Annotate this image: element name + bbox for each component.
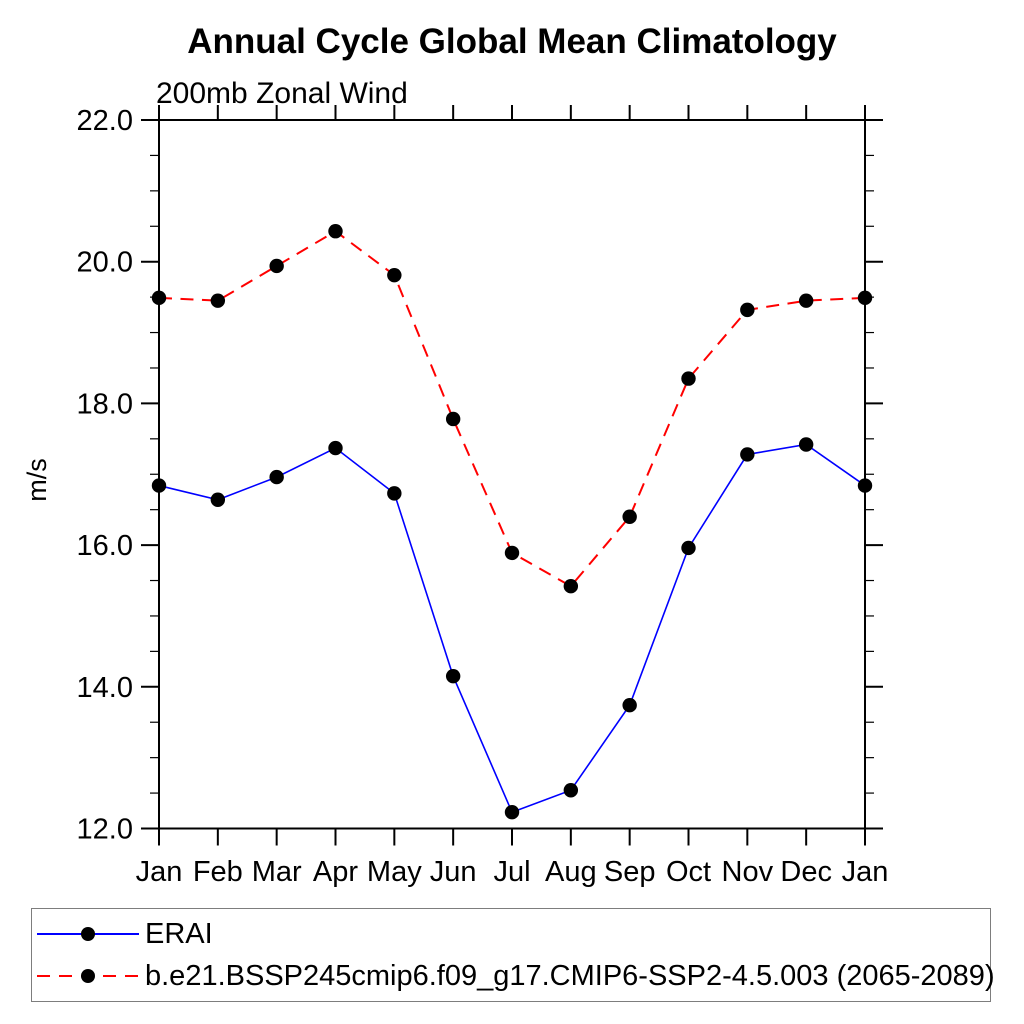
data-point-marker [798, 293, 814, 308]
chart-title: Annual Cycle Global Mean Climatology [187, 22, 837, 61]
data-point-marker [504, 805, 520, 820]
data-point-marker [857, 290, 873, 306]
legend-marker-sample [81, 927, 95, 941]
legend-swatch-model [37, 969, 139, 983]
data-point-marker [445, 668, 461, 684]
data-point-marker [210, 293, 226, 308]
data-point-marker [740, 302, 755, 318]
x-tick-label: Feb [193, 856, 243, 888]
data-point-marker [328, 440, 343, 456]
legend-label-model: b.e21.BSSP245cmip6.f09_g17.CMIP6-SSP2-4.… [145, 959, 995, 992]
data-point-marker [622, 509, 637, 524]
y-tick-label: 22.0 [77, 105, 133, 137]
y-axis-title: m/s [22, 458, 52, 502]
chart-subtitle: 200mb Zonal Wind [156, 77, 408, 110]
x-tick-label: Nov [722, 856, 774, 888]
y-tick-label: 20.0 [77, 247, 133, 279]
data-point-marker [681, 371, 696, 386]
data-point-marker [681, 540, 696, 556]
legend-row-erai: ERAI [36, 913, 990, 955]
series-line-0 [158, 443, 866, 814]
data-point-marker [210, 492, 226, 507]
x-tick-label: Jan [842, 856, 889, 888]
legend-marker-sample [81, 969, 95, 983]
x-tick-label: Apr [313, 856, 358, 888]
data-point-marker [328, 224, 343, 239]
x-tick-label: Dec [780, 856, 832, 888]
legend-row-model: b.e21.BSSP245cmip6.f09_g17.CMIP6-SSP2-4.… [36, 955, 995, 997]
x-tick-label: May [367, 856, 422, 888]
legend-swatch-erai [37, 927, 139, 941]
series-line-1 [158, 230, 866, 588]
x-tick-label: Jun [430, 856, 477, 888]
y-tick-label: 18.0 [77, 388, 133, 420]
data-point-marker [387, 267, 402, 283]
data-point-marker [151, 290, 167, 306]
x-tick-label: Aug [545, 856, 597, 888]
plot-box [158, 119, 866, 830]
data-point-marker [563, 783, 579, 798]
x-tick-label: Jan [136, 856, 183, 888]
data-point-marker [798, 437, 814, 452]
data-point-marker [857, 478, 873, 493]
x-tick-label: Sep [604, 856, 656, 888]
data-point-marker [269, 258, 284, 274]
data-point-marker [387, 486, 402, 501]
y-tick-label: 14.0 [77, 672, 133, 704]
data-point-marker [269, 469, 284, 485]
data-point-marker [151, 478, 167, 493]
data-point-marker [445, 411, 461, 427]
data-point-marker [740, 447, 755, 462]
data-point-marker [504, 545, 520, 561]
data-point-marker [563, 578, 579, 594]
legend-label-erai: ERAI [145, 917, 213, 950]
y-tick-label: 12.0 [77, 814, 133, 846]
x-tick-label: Oct [666, 856, 711, 888]
annual-cycle-chart: Annual Cycle Global Mean Climatology 200… [22, 22, 889, 888]
data-point-marker [622, 698, 637, 713]
x-tick-label: Mar [252, 856, 302, 888]
y-tick-label: 16.0 [77, 530, 133, 562]
x-tick-label: Jul [493, 856, 530, 888]
legend-box: ERAI b.e21.BSSP245cmip6.f09_g17.CMIP6-SS… [31, 908, 995, 1002]
